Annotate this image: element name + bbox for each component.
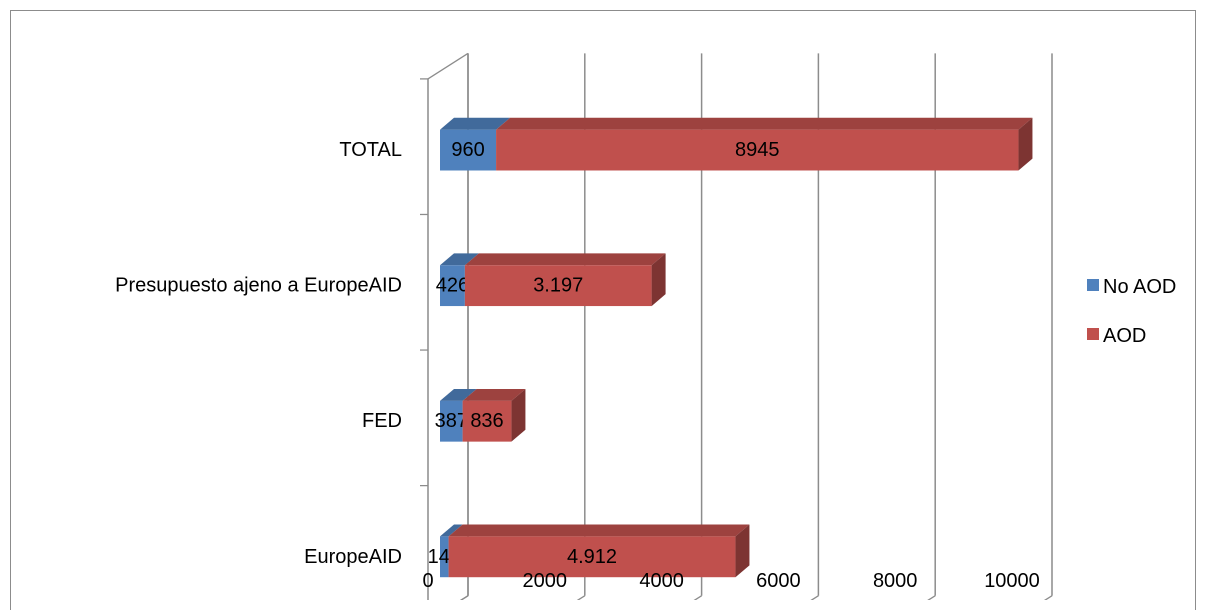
data-label: 836 [470,410,503,432]
bar-top-aod [496,117,1033,130]
bar-no-aod [440,536,449,578]
tick-label: 2000 [523,570,568,592]
legend-swatch [1087,328,1099,340]
bar-aod [496,129,1019,171]
category-label: TOTAL [339,139,402,161]
bar-aod [462,400,512,442]
bar-no-aod [440,400,463,442]
data-label: 4.912 [567,546,617,568]
left-wall-top-edge [427,52,469,80]
gridline-depth [460,595,469,600]
value-axis-labels: 0 2000 4000 6000 8000 10000 [422,570,1039,592]
bar-side [1018,117,1033,171]
data-label: 426 [436,275,469,297]
gridline-depth [1044,595,1053,600]
legend-label: No AOD [1103,276,1176,298]
bar-side [511,388,526,442]
legend-label: AOD [1103,325,1146,347]
bar-side [735,524,750,578]
data-label: 8945 [735,139,780,161]
gridline-depth [693,595,703,600]
category-label: FED [362,410,402,432]
bar-top-aod [462,388,526,401]
bar-no-aod [440,265,465,307]
bar-aod [464,265,652,307]
bar-aod [448,536,736,578]
legend: No AOD AOD [1087,276,1176,347]
bar-top-aod [464,253,666,266]
category-axis-labels: EuropeAID FED Presupuesto ajeno a EuropeAI… [115,139,402,568]
tick-label: 10000 [984,570,1040,592]
category-label: Presupuesto ajeno a EuropeAID [115,275,402,297]
tick-label: 6000 [756,570,801,592]
bar-top-no-aod [440,524,463,537]
tick-label: 4000 [639,570,684,592]
bar-top-aod [448,524,750,537]
data-label: 387 [435,410,468,432]
tick-label: 8000 [873,570,918,592]
legend-swatch [1087,279,1099,291]
category-label: EuropeAID [304,546,402,568]
tick-label: 0 [422,570,433,592]
bar-top-no-aod [440,388,477,401]
chart-frame [10,10,1196,610]
bar-side [651,253,666,307]
bar-top-no-aod [440,253,479,266]
data-label: 3.197 [533,275,583,297]
gridline-depth [576,595,586,600]
gridline-depth [927,595,936,600]
data-label: 960 [451,139,484,161]
bar-top-no-aod [440,117,511,130]
bar-no-aod [440,129,497,171]
gridline-depth [810,595,819,600]
